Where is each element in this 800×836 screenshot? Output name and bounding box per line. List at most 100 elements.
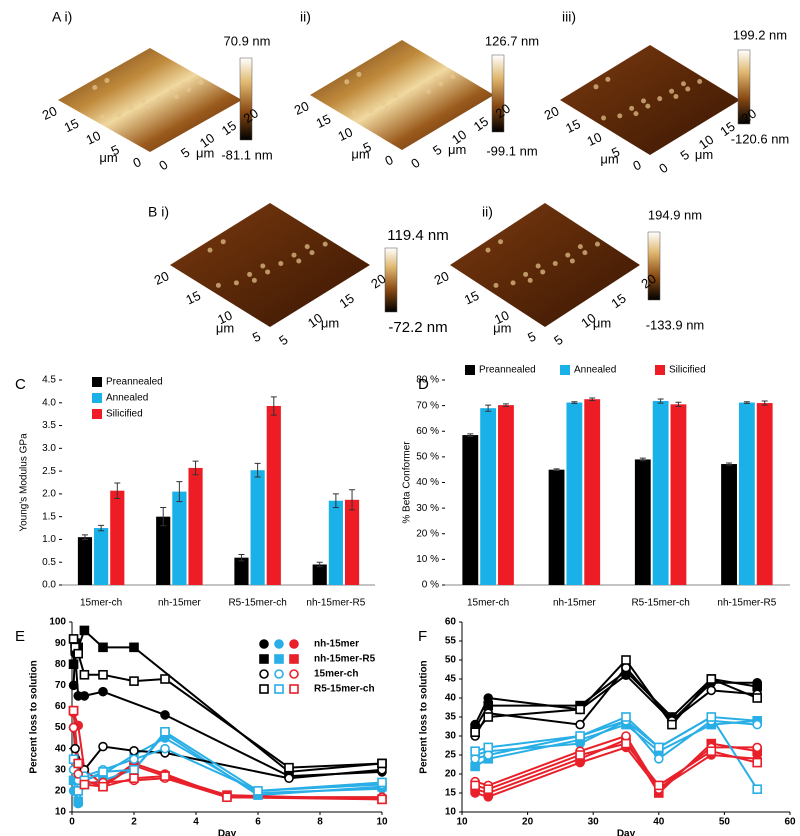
y-tick-label: 60 [445, 617, 457, 628]
marker [79, 669, 90, 680]
panel-label: iii) [562, 9, 576, 25]
marker [129, 773, 139, 784]
afm-tick-label: 20 [493, 101, 513, 122]
legend-label: R5-15mer-ch [314, 684, 375, 695]
marker [575, 719, 585, 730]
x-tick-label: 15mer-ch [467, 598, 509, 609]
afm-feature [438, 81, 444, 87]
marker [470, 727, 480, 738]
afm-feature [450, 74, 456, 80]
afm-tick-label: 5 [430, 142, 445, 158]
marker [752, 693, 763, 703]
scale-min: -72.2 nm [388, 319, 447, 336]
afm-feature [510, 280, 516, 286]
x-tick-label: 8 [317, 817, 323, 828]
marker [752, 719, 763, 730]
marker [752, 742, 763, 753]
marker [68, 680, 79, 691]
error-bar [98, 524, 105, 532]
x-tick-label: 4 [193, 817, 199, 828]
error-bar [238, 553, 245, 562]
y-tick-label: 30 [445, 731, 457, 742]
bar [756, 403, 773, 585]
y-tick-label: 70 % [416, 400, 439, 411]
afm-tick-label: 5 [551, 332, 566, 348]
afm-tick-label: 15 [62, 116, 81, 136]
legend-swatch [92, 377, 102, 387]
error-bar [743, 401, 750, 404]
panel-label: ii) [482, 204, 493, 220]
afm-feature [368, 108, 374, 114]
legend-swatch [92, 393, 102, 403]
afm-feature [344, 79, 350, 85]
x-tick-label: 2 [131, 817, 137, 828]
afm-unit: μm [99, 150, 117, 165]
marker [289, 654, 299, 664]
y-tick-label: 70 [55, 680, 67, 691]
afm-feature [577, 244, 583, 250]
bar [462, 435, 479, 585]
marker [289, 684, 299, 694]
afm-tick-label: 5 [250, 329, 263, 346]
y-axis-label: Young's Modulus GPa [19, 433, 30, 532]
marker [73, 648, 83, 659]
legend-label: Preannealed [479, 365, 536, 376]
afm-feature [685, 86, 691, 92]
panel-label: B i) [148, 204, 169, 220]
afm-feature [104, 77, 110, 83]
afm-tick-label: 20 [292, 98, 311, 118]
afm-feature [552, 261, 558, 267]
marker [160, 771, 170, 781]
afm-tick-label: 10 [492, 307, 511, 327]
afm-feature [133, 110, 139, 116]
marker [68, 634, 79, 644]
bar [344, 499, 360, 585]
bar [77, 537, 93, 585]
bar [172, 491, 187, 585]
marker [621, 655, 631, 665]
marker [653, 780, 664, 791]
afm-feature [633, 111, 639, 117]
afm-tick-label: 5 [276, 332, 291, 348]
legend-label: Annealed [106, 393, 148, 404]
bar [250, 470, 265, 585]
afm-feature [265, 269, 271, 275]
x-tick-label: 10 [456, 817, 468, 828]
afm-feature [157, 96, 163, 102]
marker [68, 659, 79, 670]
afm-surface [170, 203, 370, 327]
marker [98, 781, 108, 792]
marker [98, 686, 108, 697]
x-tick-label: 30 [588, 817, 600, 828]
y-tick-label: 60 [55, 701, 67, 712]
afm-feature [128, 105, 134, 111]
marker [621, 712, 631, 722]
afm-tick-label: 5 [525, 329, 538, 346]
y-tick-label: 90 [55, 638, 67, 649]
x-tick-label: 0 [69, 817, 75, 828]
y-tick-label: 55 [445, 636, 457, 647]
marker [289, 669, 299, 679]
afm-feature [569, 258, 575, 264]
marker [73, 796, 83, 807]
marker [653, 753, 664, 764]
y-tick-label: 50 % [416, 452, 439, 463]
scale-max: 70.9 nm [224, 33, 271, 48]
afm-unit: μm [321, 315, 339, 330]
bar [234, 557, 249, 585]
x-tick-label: nh-15mer-R5 [717, 598, 776, 609]
afm-feature [145, 103, 151, 109]
marker [79, 691, 90, 701]
afm-feature [680, 81, 686, 87]
marker [68, 722, 79, 733]
panel-label: E [15, 628, 25, 645]
bar [188, 467, 203, 585]
legend-swatch [465, 365, 475, 375]
afm-feature [657, 96, 663, 102]
y-tick-label: 60 % [416, 426, 439, 437]
legend-label: Annealed [574, 365, 616, 376]
marker [752, 784, 763, 795]
afm-feature [535, 263, 541, 269]
afm-unit: μm [593, 315, 611, 330]
colorbar [239, 57, 253, 141]
